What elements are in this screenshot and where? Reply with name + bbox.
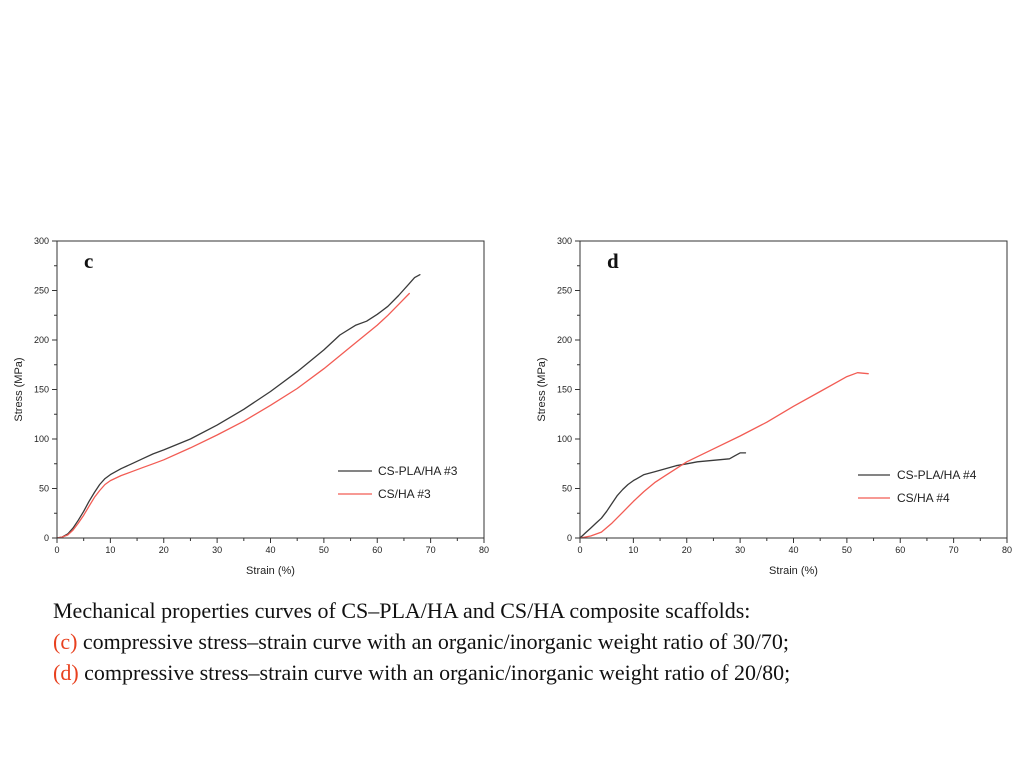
x-axis-label: Strain (%) bbox=[246, 565, 295, 577]
y-tick-label: 100 bbox=[34, 434, 49, 444]
x-tick-label: 20 bbox=[159, 545, 169, 555]
chart-c: 0 10 20 30 40 50 60 70 80 0 50 100 150 200 250 300 Strai… bbox=[13, 236, 489, 577]
caption-line-3: (d) compressive stress–strain curve with… bbox=[53, 657, 790, 688]
caption-line-1: Mechanical properties curves of CS–PLA/H… bbox=[53, 598, 751, 623]
panel-label: c bbox=[84, 249, 93, 273]
y-tick-label: 300 bbox=[34, 236, 49, 246]
y-tick-label: 150 bbox=[34, 385, 49, 395]
x-tick-label: 30 bbox=[212, 545, 222, 555]
legend-label: CS-PLA/HA #4 bbox=[897, 468, 977, 482]
x-tick-label: 70 bbox=[426, 545, 436, 555]
legend-label: CS/HA #4 bbox=[897, 491, 950, 505]
x-tick-label: 50 bbox=[842, 545, 852, 555]
y-tick-label: 150 bbox=[557, 385, 572, 395]
series-line-cs-ha-3 bbox=[56, 292, 410, 539]
y-tick-label: 250 bbox=[557, 286, 572, 296]
x-tick-label: 10 bbox=[105, 545, 115, 555]
caption-text-d: compressive stress–strain curve with an … bbox=[78, 660, 791, 685]
x-tick-label: 30 bbox=[735, 545, 745, 555]
x-tick-label: 50 bbox=[319, 545, 329, 555]
x-tick-label: 0 bbox=[577, 545, 582, 555]
legend: CS-PLA/HA #4 CS/HA #4 bbox=[858, 468, 977, 505]
y-tick-label: 0 bbox=[44, 533, 49, 543]
x-tick-label: 80 bbox=[1002, 545, 1012, 555]
panel-label: d bbox=[607, 249, 619, 273]
y-tick-label: 100 bbox=[557, 434, 572, 444]
x-tick-label: 40 bbox=[788, 545, 798, 555]
x-tick-label: 0 bbox=[54, 545, 59, 555]
y-tick-label: 300 bbox=[557, 236, 572, 246]
x-tick-label: 10 bbox=[628, 545, 638, 555]
caption-text-c: compressive stress–strain curve with an … bbox=[77, 629, 789, 654]
series-line-cs-pla-ha-4 bbox=[579, 452, 747, 539]
x-tick-label: 70 bbox=[949, 545, 959, 555]
x-axis-label: Strain (%) bbox=[769, 565, 818, 577]
legend-label: CS-PLA/HA #3 bbox=[378, 464, 458, 478]
chart-d: 0 10 20 30 40 50 60 70 80 0 50 100 150 200 250 300 Strai… bbox=[536, 236, 1012, 577]
y-tick-label: 200 bbox=[557, 335, 572, 345]
x-tick-label: 80 bbox=[479, 545, 489, 555]
series-line-cs-pla-ha-3 bbox=[56, 274, 421, 539]
figure-caption: Mechanical properties curves of CS–PLA/H… bbox=[53, 595, 790, 688]
x-tick-label: 20 bbox=[682, 545, 692, 555]
x-tick-label: 40 bbox=[265, 545, 275, 555]
y-axis-label: Stress (MPa) bbox=[13, 357, 25, 421]
legend: CS-PLA/HA #3 CS/HA #3 bbox=[338, 464, 458, 501]
y-tick-label: 0 bbox=[567, 533, 572, 543]
y-tick-label: 200 bbox=[34, 335, 49, 345]
legend-label: CS/HA #3 bbox=[378, 487, 431, 501]
caption-line-2: (c) compressive stress–strain curve with… bbox=[53, 626, 790, 657]
series-line-cs-ha-4 bbox=[579, 372, 869, 539]
y-tick-label: 50 bbox=[39, 484, 49, 494]
y-tick-label: 50 bbox=[562, 484, 572, 494]
x-tick-label: 60 bbox=[895, 545, 905, 555]
caption-tag-d: (d) bbox=[53, 660, 79, 685]
y-axis-label: Stress (MPa) bbox=[536, 357, 548, 421]
x-tick-label: 60 bbox=[372, 545, 382, 555]
y-tick-label: 250 bbox=[34, 286, 49, 296]
caption-tag-c: (c) bbox=[53, 629, 78, 654]
